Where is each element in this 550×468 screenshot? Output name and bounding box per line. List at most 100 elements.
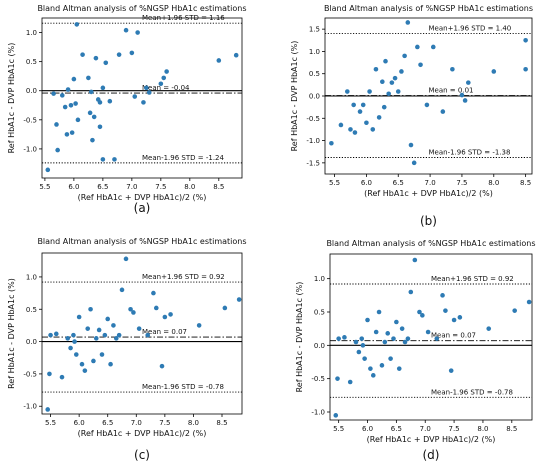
data-point — [351, 102, 356, 108]
panel-label: (c) — [134, 448, 150, 462]
data-point — [382, 339, 388, 345]
y-tick-label: -0.5 — [23, 370, 37, 378]
panel-4: Bland Altman analysis of %NGSP HbA1c est… — [295, 239, 536, 462]
y-axis-label: Ref HbA1c - DVP HbA1c (%) — [7, 43, 16, 154]
y-tick-label: -0.5 — [23, 116, 37, 124]
upper-limit-label: Mean+1.96 STD = 1.40 — [429, 25, 512, 33]
data-point — [352, 130, 358, 135]
data-point — [99, 352, 105, 357]
data-point — [425, 329, 431, 335]
data-point — [394, 319, 399, 325]
data-point — [450, 66, 455, 72]
y-tick-label: -1.0 — [23, 145, 37, 153]
data-point — [91, 114, 97, 120]
data-point — [161, 75, 167, 81]
data-point — [420, 313, 425, 318]
data-point — [523, 37, 528, 43]
data-point — [55, 147, 60, 153]
data-point — [360, 102, 366, 108]
x-tick-label: 8.5 — [216, 419, 227, 427]
data-point — [108, 361, 113, 367]
x-tick-label: 7.5 — [155, 183, 166, 191]
data-point — [74, 22, 80, 27]
x-tick-label: 7.0 — [420, 425, 431, 433]
data-point — [370, 127, 376, 132]
data-point — [64, 132, 70, 137]
panel-1: Bland Altman analysis of %NGSP HbA1c est… — [7, 4, 247, 215]
y-tick-label: 0.5 — [26, 306, 37, 314]
data-point — [100, 157, 106, 162]
data-point — [87, 110, 93, 116]
y-tick-label: 0.0 — [26, 338, 37, 346]
data-point — [415, 44, 420, 50]
data-point — [523, 66, 528, 72]
data-point — [373, 329, 379, 335]
y-tick-label: 1.5 — [309, 26, 320, 34]
x-tick-label: 7.5 — [159, 419, 170, 427]
y-tick-label: 0.0 — [26, 87, 37, 95]
data-point — [434, 336, 440, 341]
data-point — [119, 287, 125, 293]
x-tick-label: 6.5 — [102, 419, 113, 427]
data-point — [402, 53, 407, 59]
data-point — [90, 137, 95, 143]
y-tick-label: 0.5 — [26, 58, 37, 66]
data-point — [405, 336, 411, 341]
y-tick-label: -1.0 — [306, 137, 320, 145]
y-axis-label: Ref HbA1c - DVP HbA1c (%) — [7, 278, 16, 389]
data-point — [412, 257, 418, 263]
data-point — [373, 66, 379, 72]
y-tick-label: 0.0 — [314, 342, 325, 350]
y-tick-label: -0.5 — [311, 375, 325, 383]
data-point — [135, 30, 140, 35]
data-point — [430, 44, 436, 50]
data-point — [158, 81, 164, 87]
x-tick-label: 7.0 — [131, 419, 142, 427]
data-point — [353, 339, 359, 345]
x-tick-label: 6.0 — [68, 183, 79, 191]
panel-3: Bland Altman analysis of %NGSP HbA1c est… — [7, 237, 247, 462]
data-point — [112, 157, 117, 162]
data-point — [376, 309, 382, 315]
data-point — [116, 332, 122, 338]
data-point — [402, 339, 408, 345]
x-tick-label: 8.0 — [477, 425, 488, 433]
y-tick-label: -1.0 — [311, 409, 325, 417]
data-point — [348, 127, 353, 132]
data-point — [388, 356, 393, 361]
y-tick-label: 1.0 — [309, 48, 320, 56]
data-point — [459, 92, 465, 98]
data-point — [383, 58, 388, 64]
plot-frame — [41, 17, 243, 179]
y-tick-label: 1.0 — [314, 275, 325, 283]
plot-frame — [329, 253, 533, 421]
data-point — [440, 293, 445, 298]
data-point — [53, 331, 59, 337]
data-point — [424, 102, 430, 108]
data-point — [368, 366, 373, 371]
y-tick-label: 0.0 — [309, 93, 320, 101]
data-point — [451, 317, 457, 323]
data-point — [97, 100, 103, 105]
data-point — [159, 363, 165, 369]
data-point — [365, 317, 370, 323]
data-point — [408, 289, 414, 295]
data-point — [48, 332, 53, 338]
y-tick-label: 1.0 — [26, 273, 37, 281]
x-tick-label: 8.5 — [506, 425, 517, 433]
data-point — [222, 305, 228, 311]
lower-limit-label: Mean-1.96 STD = -0.78 — [142, 383, 224, 391]
data-point — [333, 413, 339, 418]
data-point — [88, 306, 93, 312]
data-point — [72, 339, 77, 344]
lower-limit-label: Mean-1.96 STD = -0.78 — [431, 388, 513, 396]
y-axis-label: Ref HbA1c - DVP HbA1c (%) — [295, 282, 304, 393]
y-tick-label: 0.5 — [309, 70, 320, 78]
data-point — [396, 366, 402, 371]
chart-title: Bland Altman analysis of %NGSP HbA1c est… — [37, 237, 246, 246]
data-point — [131, 310, 136, 315]
x-tick-label: 6.5 — [97, 183, 108, 191]
data-point — [457, 315, 463, 320]
data-point — [162, 314, 168, 320]
